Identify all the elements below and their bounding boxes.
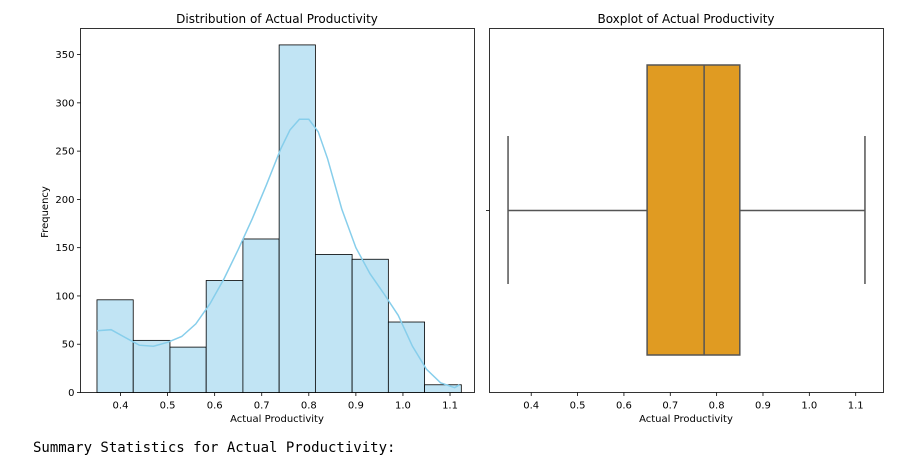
boxplot-x-tick-label: 0.8 [709,401,725,412]
histogram-x-tick-label: 0.9 [348,401,364,412]
boxplot-x-tick-label: 0.7 [662,401,678,412]
histogram-y-tick-label: 350 [55,50,74,61]
boxplot-x-tick-label: 0.5 [570,401,586,412]
histogram-bar [132,339,171,393]
histogram-bar [351,258,389,393]
boxplot-elements [507,64,866,356]
histogram-y-axis-label: Frequency [40,186,51,238]
histogram-x-tick-label: 1.0 [395,401,411,412]
histogram-y-tick-label: 200 [55,195,74,206]
boxplot-title: Boxplot of Actual Productivity [597,12,774,26]
histogram-x-tick-label: 0.5 [160,401,176,412]
boxplot-x-tick-label: 1.0 [801,401,817,412]
kde-curve [96,118,460,389]
boxplot-x-tick-label: 0.4 [523,401,539,412]
histogram-bar [205,280,244,393]
histogram-x-tick-label: 0.4 [113,401,129,412]
histogram-y-ticks: 0 50 100 150 200 250 300 350 [55,50,81,399]
histogram-panel: Distribution of Actual Productivity 0.4 0… [40,12,475,425]
histogram-x-tick-label: 0.7 [254,401,270,412]
boxplot-box [646,64,741,356]
histogram-y-tick-label: 0 [68,388,74,399]
histogram-x-axis-label: Actual Productivity [230,414,324,425]
boxplot-x-ticks: 0.4 0.5 0.6 0.7 0.8 0.9 1.0 1.1 [523,392,864,412]
summary-output-text: Summary Statistics for Actual Productivi… [33,440,396,456]
histogram-x-tick-label: 0.8 [301,401,317,412]
histogram-bar [169,346,207,393]
boxplot-x-tick-label: 0.9 [755,401,771,412]
histogram-y-tick-label: 100 [55,291,74,302]
histogram-y-tick-label: 150 [55,243,74,254]
histogram-x-tick-label: 0.6 [207,401,223,412]
histogram-bar [96,299,134,393]
boxplot-x-axis-label: Actual Productivity [639,414,733,425]
histogram-bar [314,254,353,393]
histogram-y-tick-label: 50 [62,340,75,351]
histogram-x-ticks: 0.4 0.5 0.6 0.7 0.8 0.9 1.0 1.1 [113,392,458,412]
histogram-y-tick-label: 250 [55,147,74,158]
boxplot-x-tick-label: 1.1 [848,401,864,412]
boxplot-x-tick-label: 0.6 [616,401,632,412]
histogram-bar [242,238,280,393]
histogram-title: Distribution of Actual Productivity [176,12,378,26]
histogram-bar [424,384,462,393]
histogram-x-tick-label: 1.1 [442,401,458,412]
histogram-y-tick-label: 300 [55,98,74,109]
boxplot-panel: Boxplot of Actual Productivity 0.4 0.5 0.6… [486,12,884,425]
histogram-bar [278,44,316,393]
